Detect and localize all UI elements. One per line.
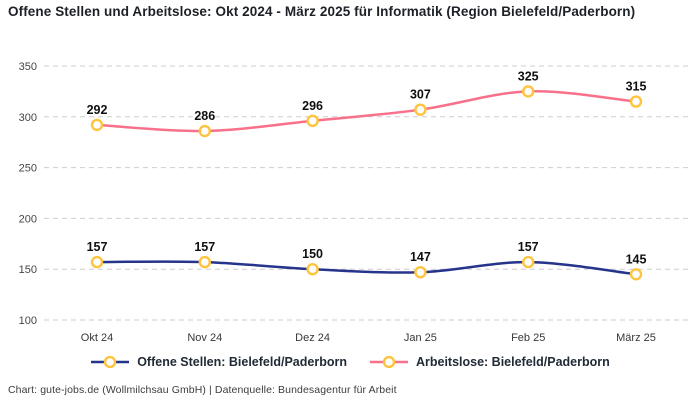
legend-line-marker-icon — [369, 356, 408, 368]
x-axis-tick-label: Jan 25 — [404, 332, 437, 344]
y-axis-tick-label: 200 — [19, 213, 37, 225]
series-line-1 — [95, 90, 638, 133]
data-point-label: 296 — [302, 99, 323, 113]
data-point-label: 286 — [194, 109, 215, 123]
legend-label-arbeitslose: Arbeitslose: Bielefeld/Paderborn — [415, 355, 610, 369]
data-point-label: 307 — [410, 88, 431, 102]
data-point-label: 157 — [518, 240, 539, 254]
data-point-label: 157 — [87, 240, 108, 254]
chart-title: Offene Stellen und Arbeitslose: Okt 2024… — [8, 4, 636, 19]
y-axis-tick-label: 350 — [19, 61, 37, 73]
data-point-label: 145 — [626, 252, 647, 266]
y-axis-tick-label: 300 — [19, 112, 37, 124]
data-point[interactable] — [414, 103, 427, 116]
legend: Offene Stellen: Bielefeld/Paderborn Arbe… — [0, 355, 700, 369]
data-point[interactable] — [198, 255, 212, 269]
x-axis-tick-label: Nov 24 — [187, 332, 222, 344]
y-axis-tick-label: 100 — [19, 315, 37, 327]
x-axis-tick-label: Okt 24 — [81, 332, 113, 344]
data-point[interactable] — [522, 255, 535, 269]
legend-line-marker-icon — [91, 356, 130, 368]
data-point-label: 157 — [194, 240, 215, 254]
attribution-text: Chart: gute-jobs.de (Wollmilchsau GmbH) … — [8, 384, 397, 396]
data-point[interactable] — [522, 85, 535, 98]
data-point[interactable] — [198, 124, 212, 138]
line-chart-plot: 100 150 200 250 300 350 Okt 24 Nov 24 Dez 24 Jan … — [19, 61, 688, 344]
series-line-0 — [95, 260, 638, 276]
data-point[interactable] — [629, 268, 643, 281]
data-point[interactable] — [306, 263, 319, 276]
legend-item-arbeitslose[interactable]: Arbeitslose: Bielefeld/Paderborn — [369, 355, 610, 369]
x-axis-tick-label: Feb 25 — [511, 332, 545, 344]
data-point-label: 315 — [626, 80, 647, 94]
data-point[interactable] — [306, 114, 319, 128]
legend-item-offene-stellen[interactable]: Offene Stellen: Bielefeld/Paderborn — [90, 355, 347, 369]
legend-label-offene-stellen: Offene Stellen: Bielefeld/Paderborn — [137, 355, 347, 369]
data-point-label: 147 — [410, 250, 431, 264]
data-point[interactable] — [414, 266, 427, 279]
data-point[interactable] — [90, 118, 104, 132]
x-axis-tick-label: Dez 24 — [295, 332, 330, 344]
x-axis-tick-label: März 25 — [616, 332, 656, 344]
data-point-label: 325 — [518, 69, 539, 83]
data-point-label: 292 — [87, 103, 108, 117]
y-axis-tick-label: 150 — [19, 264, 37, 276]
data-point[interactable] — [629, 95, 643, 108]
data-point[interactable] — [90, 255, 104, 269]
y-axis-tick-label: 250 — [19, 163, 37, 175]
data-point-label: 150 — [302, 247, 323, 261]
